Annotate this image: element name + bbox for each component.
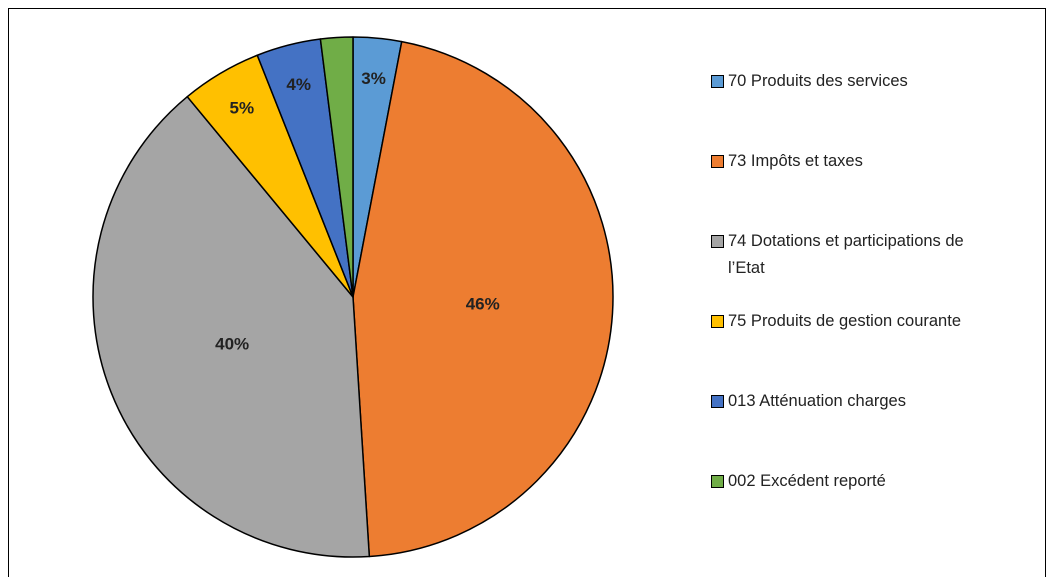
legend-swatch xyxy=(711,235,724,248)
legend-item: 002 Excédent reporté xyxy=(711,468,996,495)
data-label: 46% xyxy=(466,295,500,314)
pie-slice xyxy=(352,40,614,558)
legend-swatch xyxy=(711,155,724,168)
legend-label: 75 Produits de gestion courante xyxy=(728,312,961,330)
legend-item: 013 Atténuation charges xyxy=(711,388,996,415)
data-label: 4% xyxy=(286,75,311,94)
legend-swatch xyxy=(711,395,724,408)
legend-item: 70 Produits des services xyxy=(711,68,996,95)
legend-swatch xyxy=(711,315,724,328)
data-label: 5% xyxy=(230,98,255,117)
legend-swatch xyxy=(711,75,724,88)
legend-label: 73 Impôts et taxes xyxy=(728,152,863,170)
legend-swatch xyxy=(711,475,724,488)
chart-frame xyxy=(8,8,1046,577)
pie-slice xyxy=(319,36,354,298)
pie-slice xyxy=(92,95,371,558)
legend-item: 75 Produits de gestion courante xyxy=(711,308,996,335)
legend-label: 002 Excédent reporté xyxy=(728,472,886,490)
legend-label: 70 Produits des services xyxy=(728,72,908,90)
legend-item: 73 Impôts et taxes xyxy=(711,148,996,175)
data-label: 3% xyxy=(361,69,386,88)
legend-label: 74 Dotations et participations de l’Etat xyxy=(728,232,964,277)
legend-item: 74 Dotations et participations de l’Etat xyxy=(711,228,996,282)
data-label: 40% xyxy=(215,334,249,353)
legend-label: 013 Atténuation charges xyxy=(728,392,906,410)
